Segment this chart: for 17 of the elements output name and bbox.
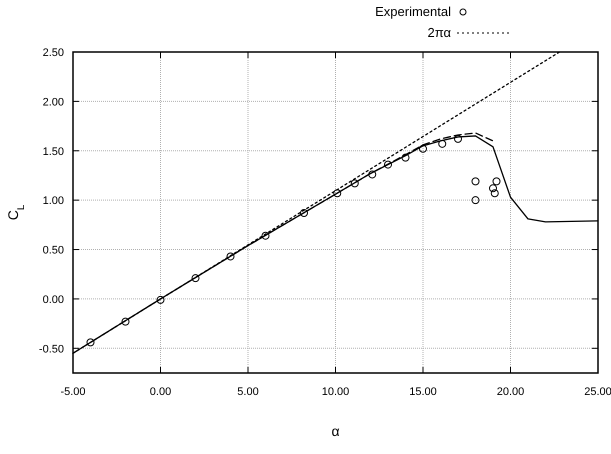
x-tick-label: 0.00: [150, 386, 172, 398]
y-tick-label: -0.50: [38, 343, 64, 356]
legend-label: 2πα: [427, 25, 452, 40]
y-tick-label: 1.50: [42, 146, 64, 158]
x-axis-title: α: [331, 423, 340, 439]
y-tick-label: 2.00: [42, 96, 64, 108]
y-tick-label: 1.00: [42, 195, 64, 208]
legend-label: Experimental: [375, 4, 452, 19]
y-tick-label: 2.50: [42, 47, 64, 59]
x-tick-label: 15.00: [409, 386, 437, 398]
x-tick-label: 5.00: [237, 386, 259, 398]
y-tick-label: 0.50: [42, 244, 64, 257]
y-tick-label: 0.00: [42, 294, 64, 306]
x-tick-label: 25.00: [584, 386, 611, 398]
x-tick-label: 20.00: [496, 386, 524, 398]
x-tick-label: 10.00: [322, 386, 350, 398]
x-tick-label: -5.00: [60, 386, 86, 398]
